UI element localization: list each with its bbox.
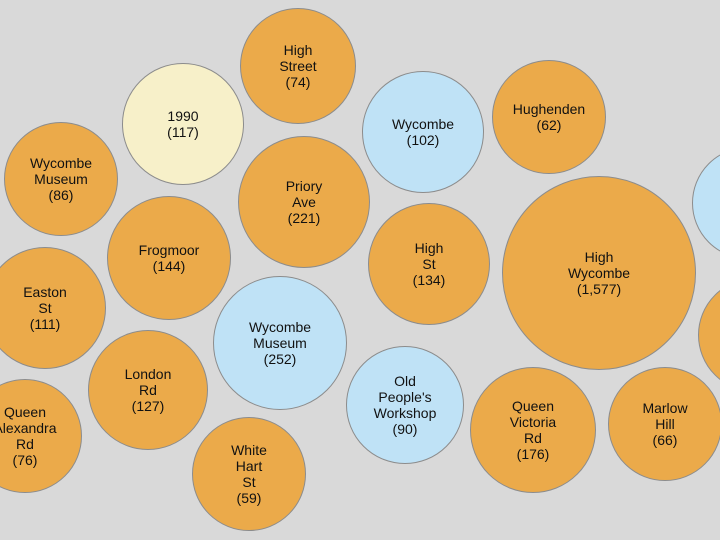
bubble-label: High Street (74) [279,42,317,90]
bubble-label: Priory Ave (221) [285,178,323,226]
bubble-label: Wycombe Museum (252) [248,319,312,367]
bubble-node[interactable]: London Rd (127) [88,330,208,450]
bubble-label: White Hart St (59) [231,442,267,506]
bubble-label: 1990 (117) [167,108,199,140]
bubble-node[interactable]: High St (134) [368,203,490,325]
bubble-node[interactable]: High Wycombe (1,577) [502,176,696,370]
bubble-node[interactable]: Marlow Hill (66) [608,367,720,481]
bubble-label: High St (134) [412,240,446,288]
bubble-label: Easton St (111) [23,284,67,332]
bubble-label: Hughenden (62) [512,101,586,133]
bubble-node[interactable]: Old People's Workshop (90) [346,346,464,464]
bubble-label: Wycombe Museum (86) [29,155,93,203]
bubble-label: Old People's Workshop (90) [373,373,437,437]
bubble-node[interactable]: Hughenden (62) [492,60,606,174]
bubble-label: London Rd (127) [124,366,172,414]
bubble-node[interactable]: Wycombe Museum (252) [213,276,347,410]
bubble-node[interactable]: Queen Victoria Rd (176) [470,367,596,493]
bubble-node[interactable]: Queen Alexandra Rd (76) [0,379,82,493]
bubble-node[interactable]: Priory Ave (221) [238,136,370,268]
bubble-label: Marlow Hill (66) [642,400,688,448]
bubble-node[interactable]: High Street (74) [240,8,356,124]
bubble-label: Queen Victoria Rd (176) [509,398,557,462]
bubble-node[interactable] [698,278,720,392]
bubble-node[interactable]: 1990 (117) [122,63,244,185]
bubble-node[interactable]: Easton St (111) [0,247,106,369]
bubble-label: Queen Alexandra Rd (76) [0,404,57,468]
bubble-node[interactable]: White Hart St (59) [192,417,306,531]
bubble-node[interactable]: Wycombe Museum (86) [4,122,118,236]
bubble-label: High Wycombe (1,577) [567,249,631,297]
bubble-node[interactable]: W [692,147,720,259]
bubble-node[interactable]: Wycombe (102) [362,71,484,193]
bubble-label: Frogmoor (144) [138,242,200,274]
bubble-node[interactable]: Frogmoor (144) [107,196,231,320]
bubble-label: Wycombe (102) [391,116,455,148]
